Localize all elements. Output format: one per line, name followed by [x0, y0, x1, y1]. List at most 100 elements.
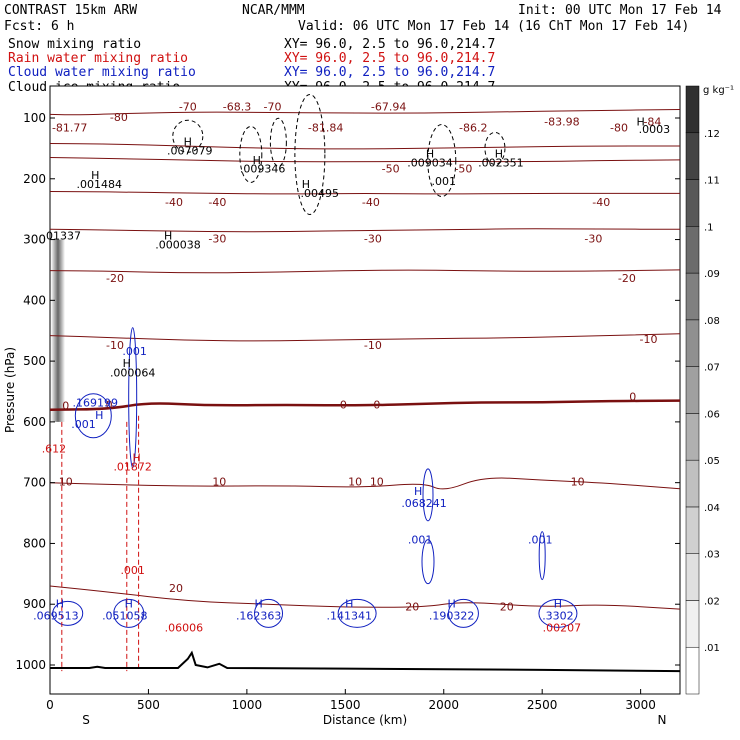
temperature-label: -86.2: [459, 121, 487, 134]
temperature-label: -30: [208, 233, 226, 246]
snow-column: [51, 239, 65, 422]
temperature-label: -67.94: [371, 101, 406, 114]
temperature-label: -10: [364, 339, 382, 352]
colorbar-swatch: [685, 226, 700, 274]
y-tick-label: 600: [23, 415, 46, 429]
colorbar-level: .08: [704, 316, 720, 327]
temperature-label: -50: [454, 163, 472, 176]
field-xy-snow: XY= 96.0, 2.5 to 96.0,214.7: [284, 37, 495, 52]
cloud-water-outline: [254, 598, 284, 628]
x-axis: 0 500 1000 1500 2000 2500 3000: [46, 689, 656, 712]
ice-outline: [484, 131, 506, 165]
organization-label: NCAR/MMM: [242, 3, 305, 18]
y-tick-label: 700: [23, 476, 46, 490]
snow_ice-label: H: [184, 135, 192, 148]
colorbar-swatch: [685, 272, 700, 321]
colorbar-level: .06: [704, 409, 720, 420]
rain-label: .612: [42, 442, 67, 455]
snow_ice-label: H: [495, 148, 503, 161]
colorbar-swatch: [685, 553, 700, 601]
temperature-label: -10: [640, 333, 658, 346]
temperature-label: -20: [106, 272, 124, 285]
contour-labels: -70 -68.3 -70 -67.94 -81.77 -80 -81.84 -86.2 -83…: [33, 101, 670, 635]
snow_ice-label: .009346: [240, 163, 286, 176]
cloud-water-outline: [113, 598, 145, 628]
snow_ice-label: .002351: [478, 157, 524, 170]
colorbar-swatch: [685, 459, 700, 508]
colorbar-swatch: [685, 413, 700, 461]
init-time: Init: 00 UTC Mon 17 Feb 14: [518, 3, 722, 18]
y-tick-label: 400: [23, 293, 46, 307]
cloud_water-label: .001: [71, 418, 96, 431]
field-xy-cloud-water: XY= 96.0, 2.5 to 96.0,214.7: [284, 65, 495, 80]
x-end-label-right: N: [658, 713, 667, 727]
temperature-contour--50: [49, 157, 681, 163]
temperature-label: 0: [373, 399, 380, 412]
y-tick-label: 800: [23, 536, 46, 550]
x-tick-label: 2500: [527, 698, 558, 712]
temperature-label: -70: [263, 101, 281, 114]
temperature-contour--20: [49, 269, 681, 274]
temperature-label: -84: [643, 115, 661, 128]
x-tick-label: 2000: [428, 698, 459, 712]
snow_ice-label: H: [302, 178, 310, 191]
y-tick-label: 500: [23, 354, 46, 368]
colorbar-level: .05: [704, 456, 720, 467]
cloud_water-label: .069513: [33, 609, 79, 622]
temperature-contour--40: [49, 191, 680, 195]
terrain-line: [50, 650, 681, 673]
colorbar-level: .01: [704, 643, 720, 654]
temperature-label: 10: [212, 476, 226, 489]
rain-label: H: [132, 451, 140, 464]
ice-outline: [172, 119, 204, 153]
temperature-label: 0: [106, 399, 113, 412]
colorbar-swatch: [685, 366, 700, 414]
colorbar-level: .03: [704, 550, 720, 561]
temperature-label: 0: [62, 400, 69, 413]
temperature-label: -40: [362, 196, 380, 209]
cloud_water-label: H: [255, 597, 263, 610]
x-tick-label: 0: [46, 698, 54, 712]
temperature-label: -80: [110, 111, 128, 124]
temperature-label: -83.98: [544, 115, 579, 128]
cloud-water-outline: [74, 393, 112, 439]
cloud_water-label: .190322: [429, 609, 475, 622]
forecast-hour: Fcst: 6 h: [4, 19, 74, 34]
y-axis-label: Pressure (hPa): [3, 347, 17, 433]
temperature-label: -40: [208, 196, 226, 209]
x-end-label-left: S: [82, 713, 90, 727]
y-tick-label: 100: [23, 111, 46, 125]
ice-outline: [427, 124, 457, 198]
snow_ice-label: H: [636, 115, 644, 128]
header: CONTRAST 15km ARW NCAR/MMM Init: 00 UTC …: [4, 3, 722, 95]
terrain: [50, 650, 681, 673]
cloud-water-outline: [447, 598, 479, 628]
temperature-label: 10: [348, 476, 362, 489]
temperature-label: -68.3: [223, 101, 251, 114]
temperature-contour--30: [49, 228, 680, 233]
temperature-label: -81.84: [308, 121, 343, 134]
x-axis-label: Distance (km): [323, 713, 407, 727]
cloud_water-label: .001: [408, 533, 433, 546]
ice-outline: [294, 93, 326, 215]
colorbar-level: .07: [704, 363, 720, 374]
rain-lines: [61, 415, 140, 672]
cloud_water-label: .141341: [327, 609, 373, 622]
field-name-snow: Snow mixing ratio: [8, 37, 141, 52]
ice-outline: [239, 125, 263, 183]
snow_ice-label: .01337: [43, 230, 82, 243]
temperature-contours: [49, 109, 681, 610]
cloud-water-outline: [128, 327, 138, 469]
temperature-label: -80: [610, 121, 628, 134]
snow_ice-label: .000038: [155, 239, 201, 252]
cloud_water-label: .051058: [102, 609, 148, 622]
cloud_water-label: H: [56, 597, 64, 610]
cloud_water-label: H: [447, 597, 455, 610]
temperature-contour--10: [49, 333, 681, 342]
rain-label: .001: [120, 564, 145, 577]
snow_ice-label: .001: [432, 175, 457, 188]
temperature-label: -30: [364, 233, 382, 246]
temperature-label: 10: [571, 476, 585, 489]
